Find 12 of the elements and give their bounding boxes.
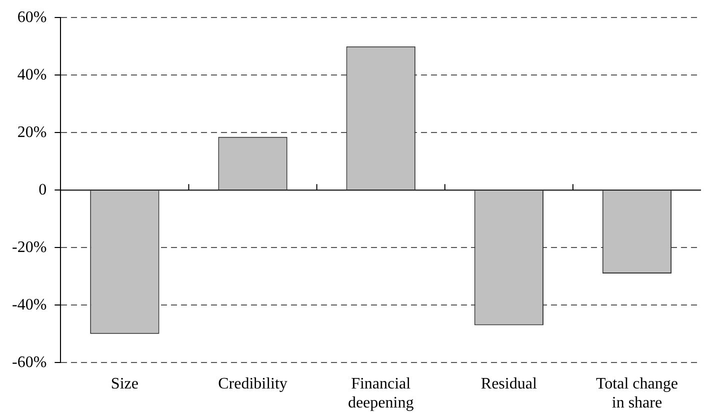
x-tick-label: Size <box>110 375 138 392</box>
x-tick-label: Credibility <box>218 375 288 392</box>
y-tick-label: -20% <box>12 238 47 256</box>
y-tick-label: -60% <box>12 354 47 371</box>
y-tick-label: 60% <box>17 8 47 26</box>
x-tick-label: Total change in share <box>596 375 678 412</box>
y-tick-label: 40% <box>17 66 47 84</box>
y-tick-label: -40% <box>12 296 47 314</box>
y-tick-label: 20% <box>17 124 47 141</box>
x-tick-label: Financial deepening <box>348 375 414 412</box>
y-tick-label: 0 <box>38 181 47 198</box>
x-tick-label: Residual <box>480 375 538 392</box>
